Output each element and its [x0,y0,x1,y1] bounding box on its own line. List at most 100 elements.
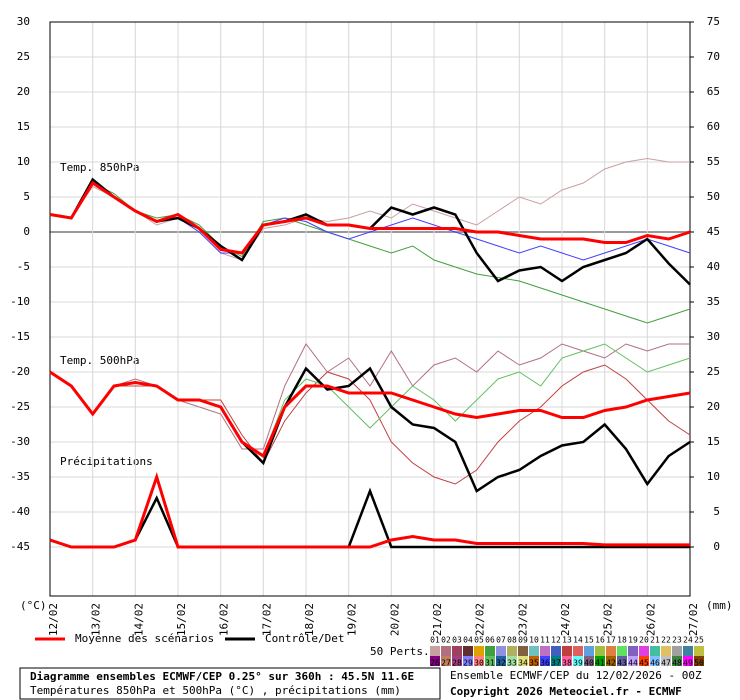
legend-label: 10 [529,636,539,645]
y-tick-label: 25 [17,50,30,63]
legend-label: 33 [507,659,517,668]
legend-swatch [573,656,583,666]
y-tick-label: -40 [10,505,30,518]
legend-label: 21 [650,636,660,645]
legend-swatch [573,646,583,656]
legend-swatch [452,646,462,656]
y2-tick-label: 15 [707,435,720,448]
legend-swatch [485,646,495,656]
panel-label: Précipitations [60,455,153,468]
legend-label: 44 [628,659,638,668]
legend-label: 41 [595,659,605,668]
y2-tick-label: 50 [707,190,720,203]
legend-swatch [562,656,572,666]
legend-label: 19 [628,636,638,645]
legend-label: 25 [694,636,704,645]
y2-tick-label: 35 [707,295,720,308]
legend-swatch [584,656,594,666]
legend-swatch [540,646,550,656]
legend-label: 01 [430,636,440,645]
x-tick-label: 24/02 [559,603,572,636]
legend-swatch [551,646,561,656]
legend-label: 40 [584,659,594,668]
y2-tick-label: 25 [707,365,720,378]
x-tick-label: 17/02 [260,603,273,636]
series-line [49,472,690,549]
legend-swatch [430,656,440,666]
legend-label: 24 [683,636,693,645]
legend-label: 30 [474,659,484,668]
y2-tick-label: 45 [707,225,720,238]
copyright: Copyright 2026 Meteociel.fr - ECMWF [450,685,682,698]
legend-swatch [672,646,682,656]
legend-swatch [650,646,660,656]
legend-swatch [452,656,462,666]
legend-swatch [463,646,473,656]
y-tick-label: 15 [17,120,30,133]
legend-label: 32 [496,659,506,668]
legend-label: 22 [661,636,671,645]
y-tick-label: -5 [17,260,30,273]
legend-swatch [683,656,693,666]
y-tick-label: 0 [23,225,30,238]
legend-label: 43 [617,659,627,668]
legend-swatch [672,656,682,666]
y-tick-label: 20 [17,85,30,98]
legend-swatch [650,656,660,666]
y2-tick-label: 30 [707,330,720,343]
legend-label: 31 [485,659,495,668]
legend-label: 27 [441,659,451,668]
legend-swatch [441,656,451,666]
y2-tick-label: 60 [707,120,720,133]
chart-subtitle: Températures 850hPa et 500hPa (°C) , pré… [30,684,401,697]
perturbation-line [49,157,690,261]
legend-label: 37 [551,659,561,668]
legend-swatch [474,656,484,666]
legend-label: 39 [573,659,583,668]
legend-swatch [474,646,484,656]
legend-label: 42 [606,659,616,668]
y-tick-label: 30 [17,15,30,28]
series-line [49,180,691,255]
legend-label: Contrôle/Det [265,632,344,645]
legend-label: 18 [617,636,627,645]
legend-label: 48 [672,659,682,668]
x-tick-label: 21/02 [431,603,444,636]
x-tick-label: 12/02 [47,603,60,636]
legend-swatch [562,646,572,656]
legend-swatch [529,656,539,666]
legend-swatch [617,656,627,666]
series-line [49,487,690,549]
legend-swatch [485,656,495,666]
legend-label: 14 [573,636,583,645]
legend-swatch [661,656,671,666]
y2-tick-label: 5 [713,505,720,518]
legend-label: 06 [485,636,495,645]
legend-label: 16 [595,636,605,645]
legend-swatch [441,646,451,656]
legend-swatch [584,646,594,656]
x-tick-label: 22/02 [474,603,487,636]
y-tick-label: 5 [23,190,30,203]
perturbations-label: 50 Perts. [370,645,430,658]
legend-label: 28 [452,659,462,668]
legend-label: 45 [639,659,649,668]
y-tick-label: -25 [10,400,30,413]
legend-label: 46 [650,659,660,668]
y2-tick-label: 55 [707,155,720,168]
y-tick-label: -15 [10,330,30,343]
y2-tick-label: 0 [713,540,720,553]
legend-label: 20 [639,636,649,645]
legend-label: 49 [683,659,693,668]
legend-label: 11 [540,636,550,645]
legend-swatch [606,656,616,666]
legend-label: 47 [661,659,671,668]
series-line [49,366,691,493]
x-tick-label: 15/02 [175,603,188,636]
legend-label: 02 [441,636,451,645]
y2-tick-label: 10 [707,470,720,483]
y-tick-label: -20 [10,365,30,378]
panel-label: Temp. 850hPa [60,161,139,174]
legend-label: 09 [518,636,528,645]
